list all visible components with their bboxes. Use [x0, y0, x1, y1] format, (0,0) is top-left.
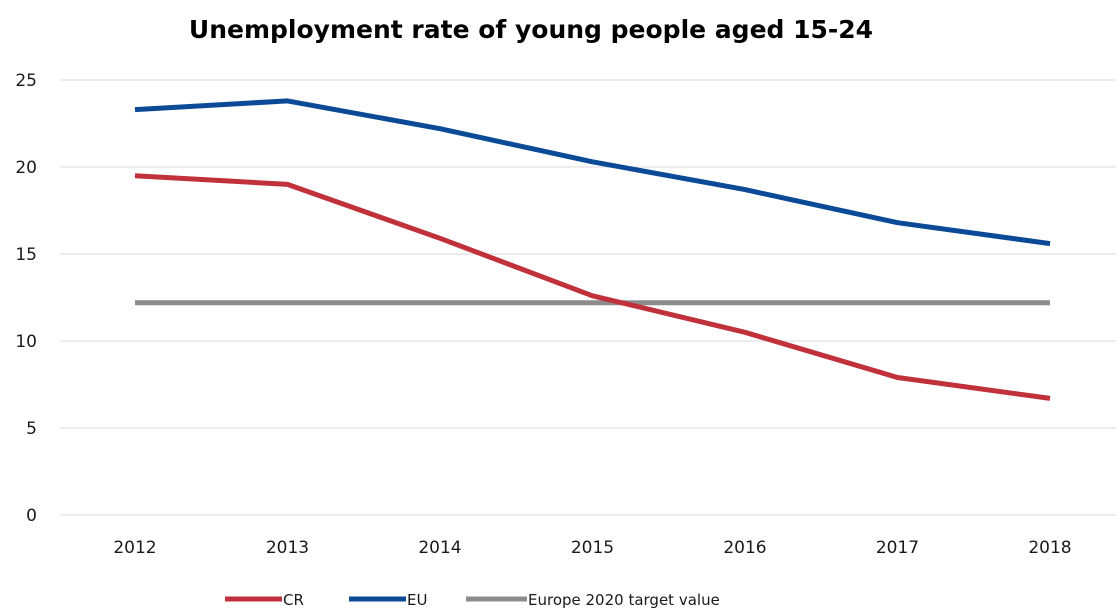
y-tick-label: 0: [26, 506, 37, 526]
x-tick-label: 2012: [113, 538, 156, 558]
x-tick-label: 2015: [571, 538, 614, 558]
y-tick-label: 5: [26, 419, 37, 439]
x-tick-label: 2017: [876, 538, 919, 558]
x-axis-ticks: 2012 2013 2014 2015 2016 2017 2018: [113, 538, 1071, 558]
y-tick-label: 10: [15, 332, 37, 352]
series-line-eu: [134, 98, 1051, 247]
x-tick-label: 2018: [1028, 538, 1071, 558]
y-axis-ticks: 0 5 10 15 20 25: [15, 71, 37, 526]
gridlines: [60, 79, 1116, 516]
chart-title: Unemployment rate of young people aged 1…: [189, 15, 873, 44]
legend-label: EU: [407, 591, 427, 609]
x-tick-label: 2016: [723, 538, 766, 558]
series-line-cr: [134, 173, 1051, 401]
y-tick-label: 15: [15, 245, 37, 265]
legend-label: CR: [283, 591, 304, 609]
y-tick-label: 20: [15, 158, 37, 178]
y-tick-label: 25: [15, 71, 37, 91]
x-tick-label: 2014: [418, 538, 461, 558]
x-tick-label: 2013: [266, 538, 309, 558]
legend-label: Europe 2020 target value: [528, 591, 720, 609]
legend: CR EU Europe 2020 target value: [225, 591, 720, 609]
series-lines: [134, 98, 1051, 401]
